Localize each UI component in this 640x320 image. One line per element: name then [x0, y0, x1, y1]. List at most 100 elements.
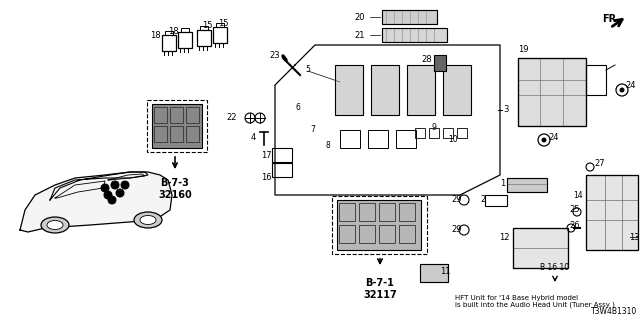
Bar	[178, 32, 192, 48]
Bar	[443, 65, 471, 115]
Bar	[162, 35, 176, 51]
Bar	[272, 163, 292, 177]
Circle shape	[542, 138, 546, 142]
Bar	[337, 200, 421, 250]
Text: T3W4B1310: T3W4B1310	[591, 307, 637, 316]
Bar	[197, 30, 211, 46]
Text: 5: 5	[305, 66, 310, 75]
Bar	[213, 27, 227, 43]
Bar	[170, 126, 183, 142]
Circle shape	[121, 181, 129, 189]
Text: 11: 11	[440, 268, 451, 276]
Bar	[507, 178, 547, 192]
Bar	[359, 225, 375, 243]
Text: 14: 14	[573, 190, 583, 199]
Bar	[420, 264, 448, 282]
Bar	[359, 203, 375, 221]
Bar	[399, 203, 415, 221]
Bar	[339, 225, 355, 243]
Text: 15: 15	[202, 21, 212, 30]
Circle shape	[620, 88, 624, 92]
Text: FR.: FR.	[602, 14, 620, 24]
Bar	[443, 65, 471, 115]
Bar	[335, 65, 363, 115]
Text: 29: 29	[451, 196, 462, 204]
Text: 23: 23	[269, 52, 280, 60]
Circle shape	[111, 181, 119, 189]
Bar	[186, 126, 199, 142]
Text: 10: 10	[448, 135, 458, 145]
Text: 7: 7	[310, 125, 315, 134]
Bar	[513, 228, 568, 268]
Text: 24: 24	[548, 133, 559, 142]
Text: 18: 18	[168, 28, 179, 36]
Text: 8: 8	[326, 141, 331, 150]
Bar	[382, 10, 437, 24]
Bar	[147, 100, 207, 152]
Bar	[382, 10, 437, 24]
Text: 16: 16	[261, 172, 272, 181]
Bar	[371, 65, 399, 115]
Ellipse shape	[47, 220, 63, 229]
Bar	[399, 225, 415, 243]
Bar	[513, 228, 568, 268]
Bar	[154, 126, 167, 142]
Text: 13: 13	[629, 233, 640, 242]
Text: 1: 1	[500, 179, 505, 188]
Text: 22: 22	[227, 114, 237, 123]
Circle shape	[116, 189, 124, 197]
Bar	[518, 58, 586, 126]
Bar	[518, 58, 586, 126]
Polygon shape	[50, 172, 148, 200]
Text: B 16 10: B 16 10	[540, 263, 570, 273]
Ellipse shape	[41, 217, 69, 233]
Circle shape	[104, 191, 112, 199]
Text: 6: 6	[296, 103, 301, 113]
Text: 26: 26	[570, 220, 580, 229]
Bar	[485, 195, 507, 206]
Bar	[200, 26, 208, 30]
Bar	[368, 130, 388, 148]
Bar	[507, 178, 547, 192]
Circle shape	[108, 196, 116, 204]
Polygon shape	[20, 172, 172, 232]
Bar	[443, 128, 453, 138]
Text: B-7-1
32117: B-7-1 32117	[363, 278, 397, 300]
Bar	[340, 130, 360, 148]
Text: 3: 3	[503, 106, 508, 115]
Bar	[332, 196, 427, 254]
Bar	[154, 107, 167, 123]
Text: 18: 18	[150, 30, 160, 39]
Bar	[407, 65, 435, 115]
Bar	[379, 225, 395, 243]
Bar	[586, 175, 638, 250]
Bar	[396, 130, 416, 148]
Bar	[415, 128, 425, 138]
Text: 9: 9	[432, 124, 437, 132]
Text: 12: 12	[499, 234, 510, 243]
Bar	[339, 203, 355, 221]
Bar	[457, 128, 467, 138]
Ellipse shape	[134, 212, 162, 228]
Text: 29: 29	[451, 226, 462, 235]
Text: 19: 19	[518, 45, 529, 54]
Bar	[586, 65, 606, 95]
Bar	[382, 28, 447, 42]
Bar	[337, 200, 421, 250]
Bar	[379, 203, 395, 221]
Bar	[382, 28, 447, 42]
Bar	[407, 65, 435, 115]
Text: 20: 20	[355, 12, 365, 21]
Bar	[335, 65, 363, 115]
Ellipse shape	[140, 215, 156, 225]
Text: 25: 25	[570, 205, 580, 214]
Text: 21: 21	[355, 30, 365, 39]
Text: 27: 27	[594, 158, 605, 167]
Bar	[429, 128, 439, 138]
Bar	[371, 65, 399, 115]
Bar	[152, 104, 202, 148]
Text: 28: 28	[421, 55, 432, 65]
Text: HFT Unit for '14 Base Hybrid model
is built into the Audio Head Unit (Tuner Assy: HFT Unit for '14 Base Hybrid model is bu…	[455, 295, 615, 308]
Text: 17: 17	[261, 150, 272, 159]
Bar	[170, 107, 183, 123]
